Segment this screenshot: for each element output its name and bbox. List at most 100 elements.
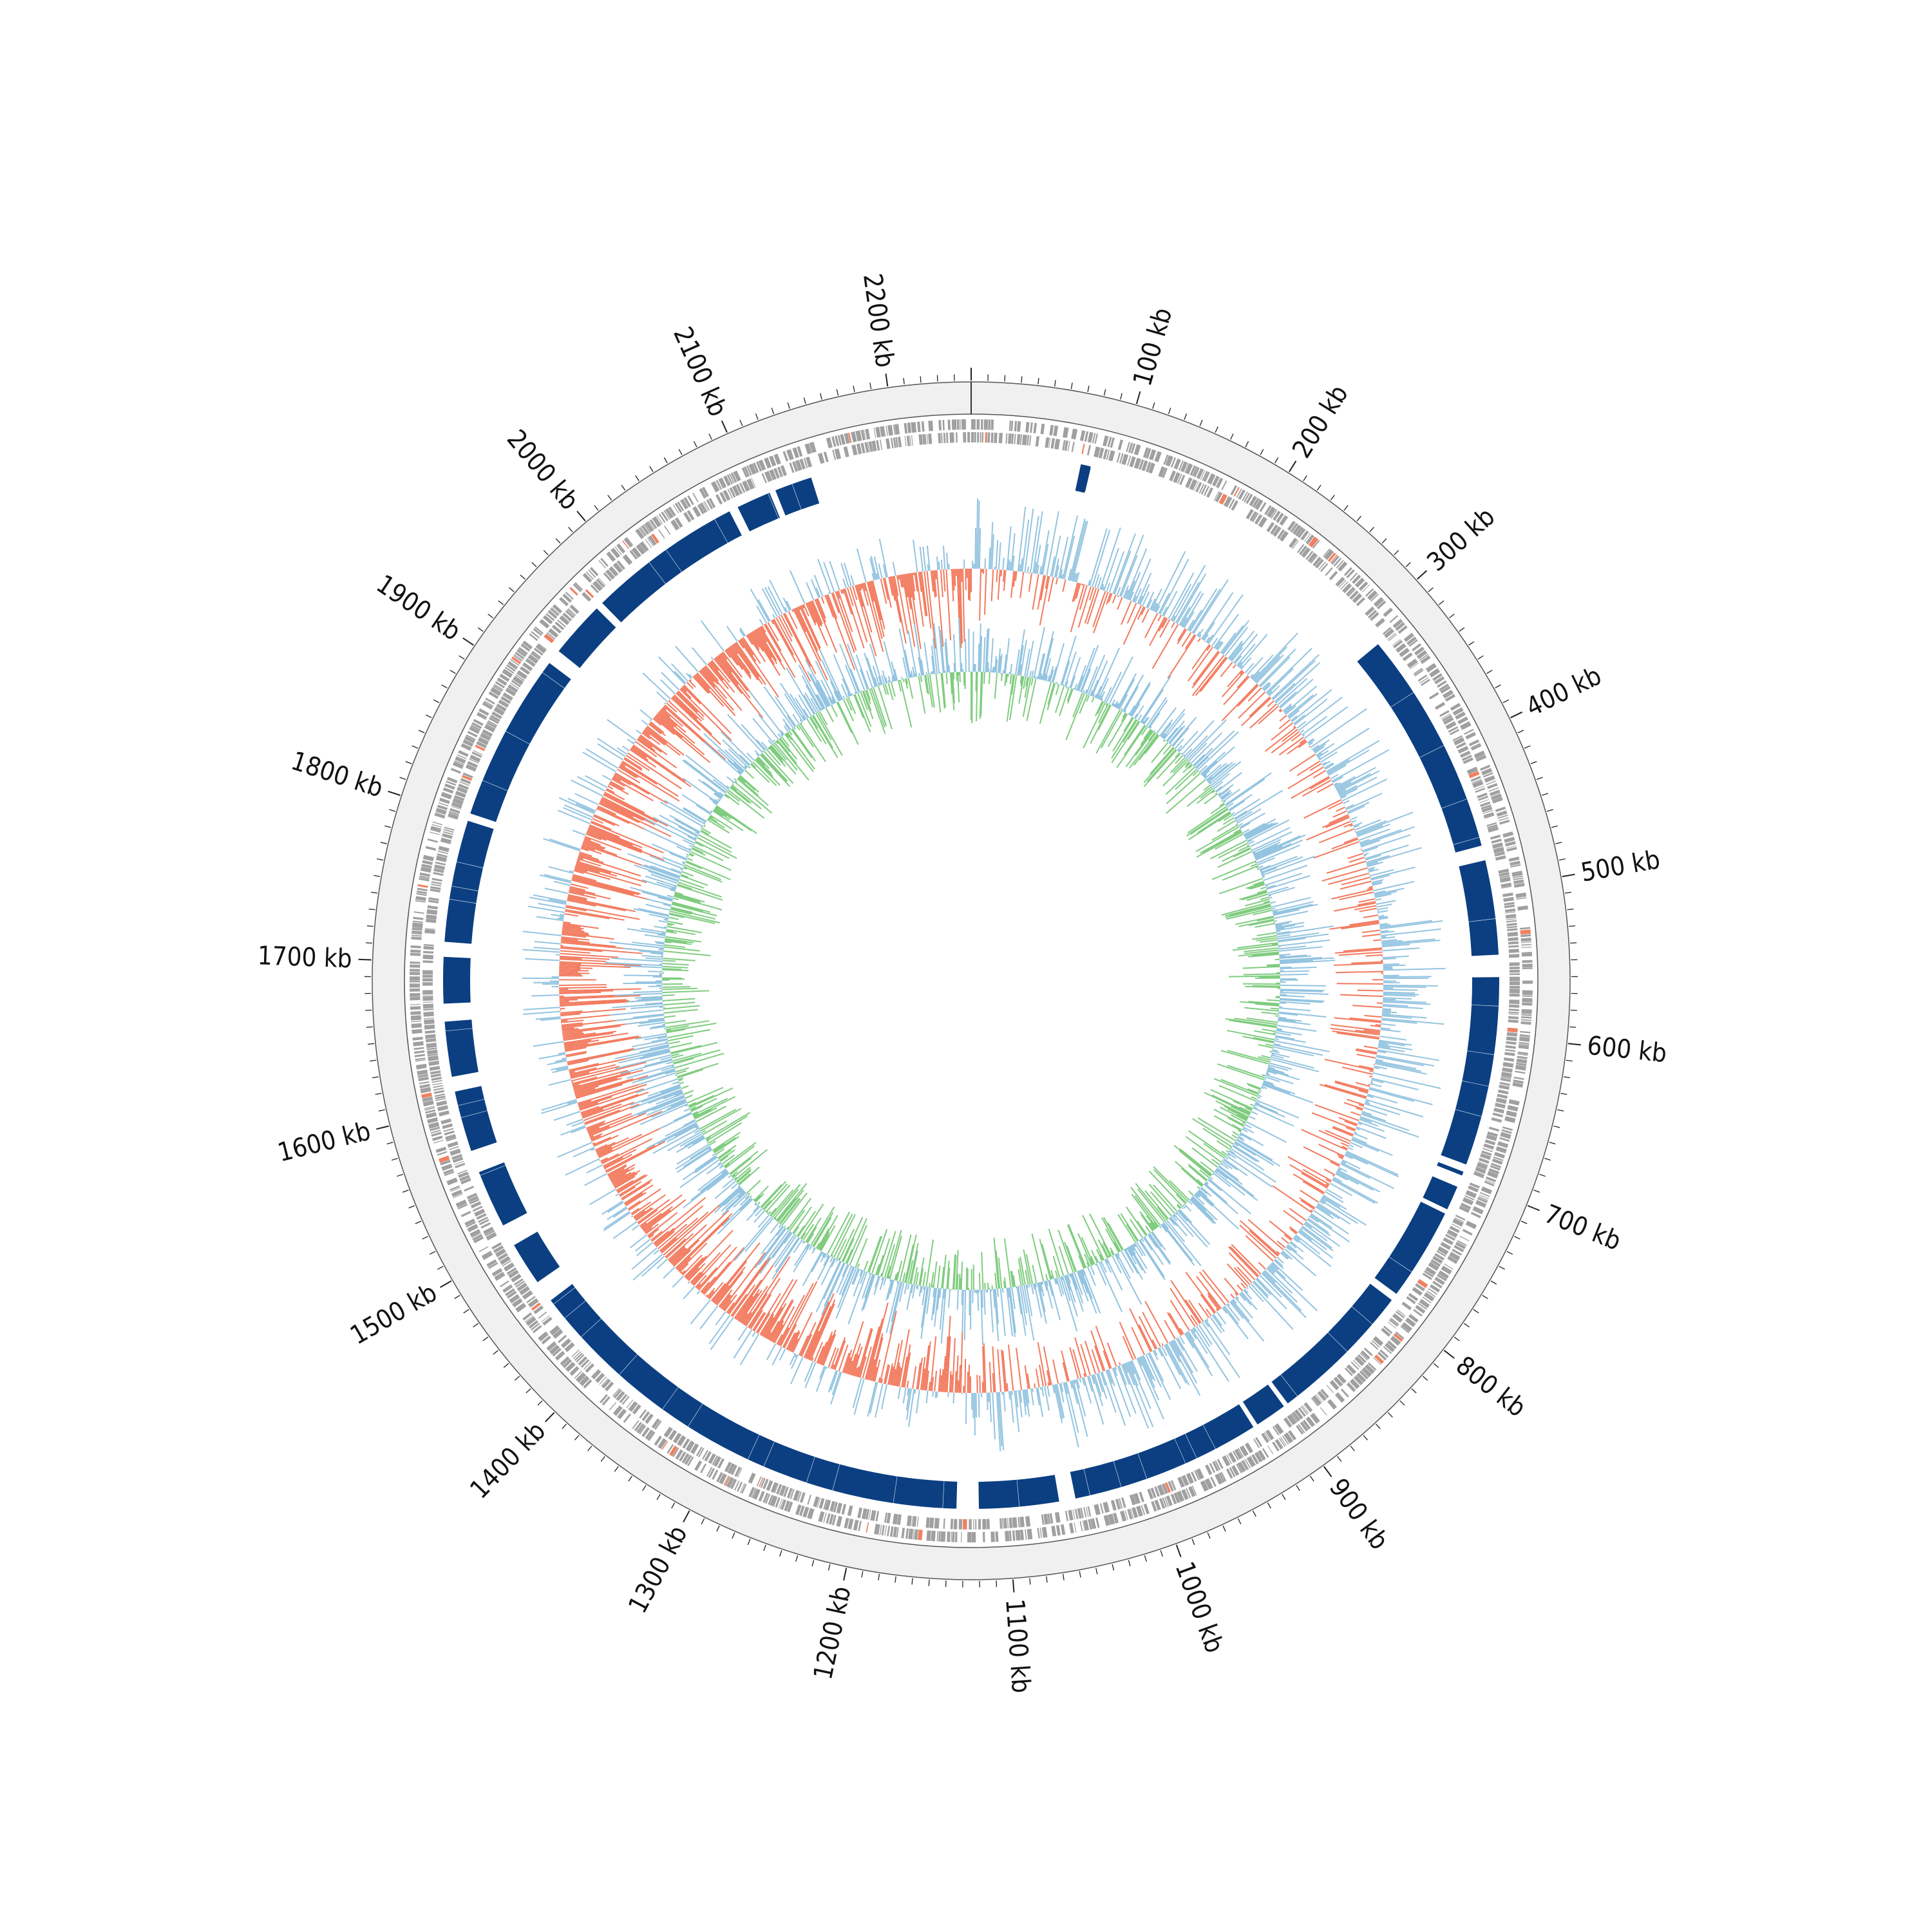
- gene-feature-reverse: [431, 884, 442, 887]
- gc-skew-negative-bar: [1158, 617, 1167, 632]
- gene-feature-forward: [1430, 1284, 1441, 1293]
- gc-content-above-bar: [1280, 999, 1323, 1003]
- gc-skew-negative-bar: [650, 721, 665, 734]
- gc-skew-positive-bar: [1367, 861, 1378, 866]
- gene-feature-forward: [526, 1316, 536, 1326]
- gene-feature-reverse: [833, 1502, 838, 1513]
- gene-feature-reverse: [503, 1262, 515, 1272]
- gc-skew-positive-bar: [1380, 931, 1395, 934]
- gc-content-above-bar: [1278, 937, 1306, 943]
- gc-skew-negative-bar: [787, 1332, 797, 1350]
- gc-skew-negative-bar: [708, 662, 724, 681]
- gc-content-above-bar: [1021, 1285, 1028, 1314]
- gc-content-below-bar: [1129, 1218, 1144, 1238]
- gc-skew-negative-bar: [560, 999, 629, 1005]
- gc-content-above-bar: [625, 1018, 665, 1025]
- gc-content-above-bar: [1148, 699, 1168, 728]
- gc-skew-positive-bar: [1076, 1379, 1081, 1389]
- gc-content-below-bar: [667, 920, 683, 925]
- homology-block: [1175, 1434, 1197, 1464]
- gc-content-above-bar: [633, 908, 669, 917]
- gc-skew-positive-bar: [1274, 683, 1296, 703]
- gene-feature-reverse: [1333, 1376, 1343, 1387]
- gene-feature-reverse: [639, 541, 649, 553]
- gene-feature-forward: [538, 1331, 549, 1342]
- gc-skew-negative-bar: [1276, 1240, 1286, 1249]
- gene-feature-reverse: [928, 433, 933, 444]
- gc-skew-positive-bar: [538, 902, 566, 909]
- gc-skew-negative-bar: [840, 589, 843, 594]
- gene-feature-forward: [1502, 831, 1514, 838]
- gc-skew-negative-bar: [906, 1380, 909, 1388]
- gc-content-above-bar: [1065, 1274, 1076, 1303]
- gene-feature-forward: [1520, 937, 1531, 942]
- gene-feature-forward: [1450, 703, 1461, 711]
- gc-skew-positive-bar: [1037, 1387, 1044, 1417]
- gc-content-above-bar: [1279, 956, 1322, 961]
- gc-skew-positive-bar: [1363, 1106, 1388, 1116]
- gene-feature-reverse: [715, 494, 723, 505]
- gc-skew-negative-bar: [608, 1168, 625, 1178]
- gene-feature-reverse: [1010, 433, 1014, 444]
- gc-skew-negative-bar: [888, 576, 894, 596]
- gc-skew-positive-bar: [1041, 1387, 1045, 1397]
- gc-content-below-bar: [1252, 985, 1280, 987]
- gc-content-above-bar: [647, 898, 672, 906]
- gene-feature-forward: [417, 884, 428, 888]
- gc-content-above-bar: [1184, 1204, 1192, 1212]
- gc-content-above-bar: [1265, 873, 1303, 886]
- gc-content-above-bar: [981, 1289, 983, 1308]
- gc-content-above-bar: [918, 1285, 922, 1297]
- gc-skew-negative-bar: [903, 574, 909, 598]
- gc-skew-negative-bar: [667, 1224, 707, 1261]
- gene-feature-forward: [1009, 421, 1012, 431]
- gc-skew-negative-bar: [951, 569, 954, 601]
- gc-skew-positive-bar: [1382, 1009, 1391, 1012]
- gene-feature-reverse: [1310, 554, 1318, 564]
- homology-block: [461, 1110, 497, 1151]
- gc-skew-positive-bar: [544, 874, 572, 882]
- gc-content-above-bar: [646, 1122, 697, 1150]
- gene-feature-forward: [718, 477, 727, 489]
- gene-feature-forward: [1334, 1392, 1345, 1403]
- gc-content-above-bar: [1166, 727, 1178, 742]
- gene-feature-forward: [1420, 655, 1431, 664]
- gc-content-above-bar: [649, 1044, 669, 1050]
- gene-feature-forward: [748, 463, 757, 475]
- gc-content-below-bar: [805, 1217, 822, 1243]
- gene-feature-forward: [1452, 1249, 1463, 1256]
- gc-content-below-bar: [664, 940, 692, 945]
- gc-skew-negative-bar: [1340, 994, 1383, 998]
- gc-content-above-bar: [1170, 1216, 1188, 1236]
- gc-content-above-bar: [689, 1145, 710, 1159]
- gc-skew-positive-bar: [1231, 1299, 1250, 1322]
- gc-content-above-bar: [1134, 705, 1144, 719]
- gc-skew-positive-bar: [1383, 967, 1446, 971]
- gc-content-above-bar: [706, 1142, 708, 1144]
- gene-feature-forward: [1497, 814, 1508, 819]
- gene-feature-reverse: [1479, 799, 1490, 804]
- gc-content-below-bar: [761, 1180, 787, 1209]
- gc-skew-negative-bar: [627, 752, 682, 790]
- gene-feature-forward: [1083, 1519, 1090, 1531]
- gene-feature-forward: [481, 1251, 493, 1260]
- gc-skew-negative-bar: [639, 734, 668, 755]
- gene-feature-reverse: [1234, 1448, 1243, 1460]
- gene-feature-reverse: [1492, 842, 1503, 849]
- gc-content-above-bar: [1218, 1166, 1243, 1186]
- gene-feature-forward: [672, 504, 679, 514]
- gc-skew-negative-bar: [890, 1343, 900, 1385]
- gc-skew-positive-bar: [1131, 1359, 1141, 1381]
- gc-skew-negative-bar: [1247, 1218, 1284, 1251]
- gc-skew-negative-bar: [696, 673, 710, 690]
- gene-feature-reverse: [682, 1438, 690, 1449]
- gene-feature-reverse: [1495, 1097, 1507, 1104]
- gc-skew-negative-bar: [1341, 922, 1379, 930]
- gene-feature-forward: [1262, 1448, 1269, 1458]
- gene-feature-reverse: [428, 900, 439, 904]
- gc-content-above-bar: [1266, 1070, 1277, 1075]
- gene-feature-forward: [1510, 864, 1521, 868]
- gc-content-below-bar: [1227, 1108, 1248, 1120]
- gc-skew-negative-bar: [571, 878, 634, 895]
- gc-content-above-bar: [1124, 1248, 1144, 1280]
